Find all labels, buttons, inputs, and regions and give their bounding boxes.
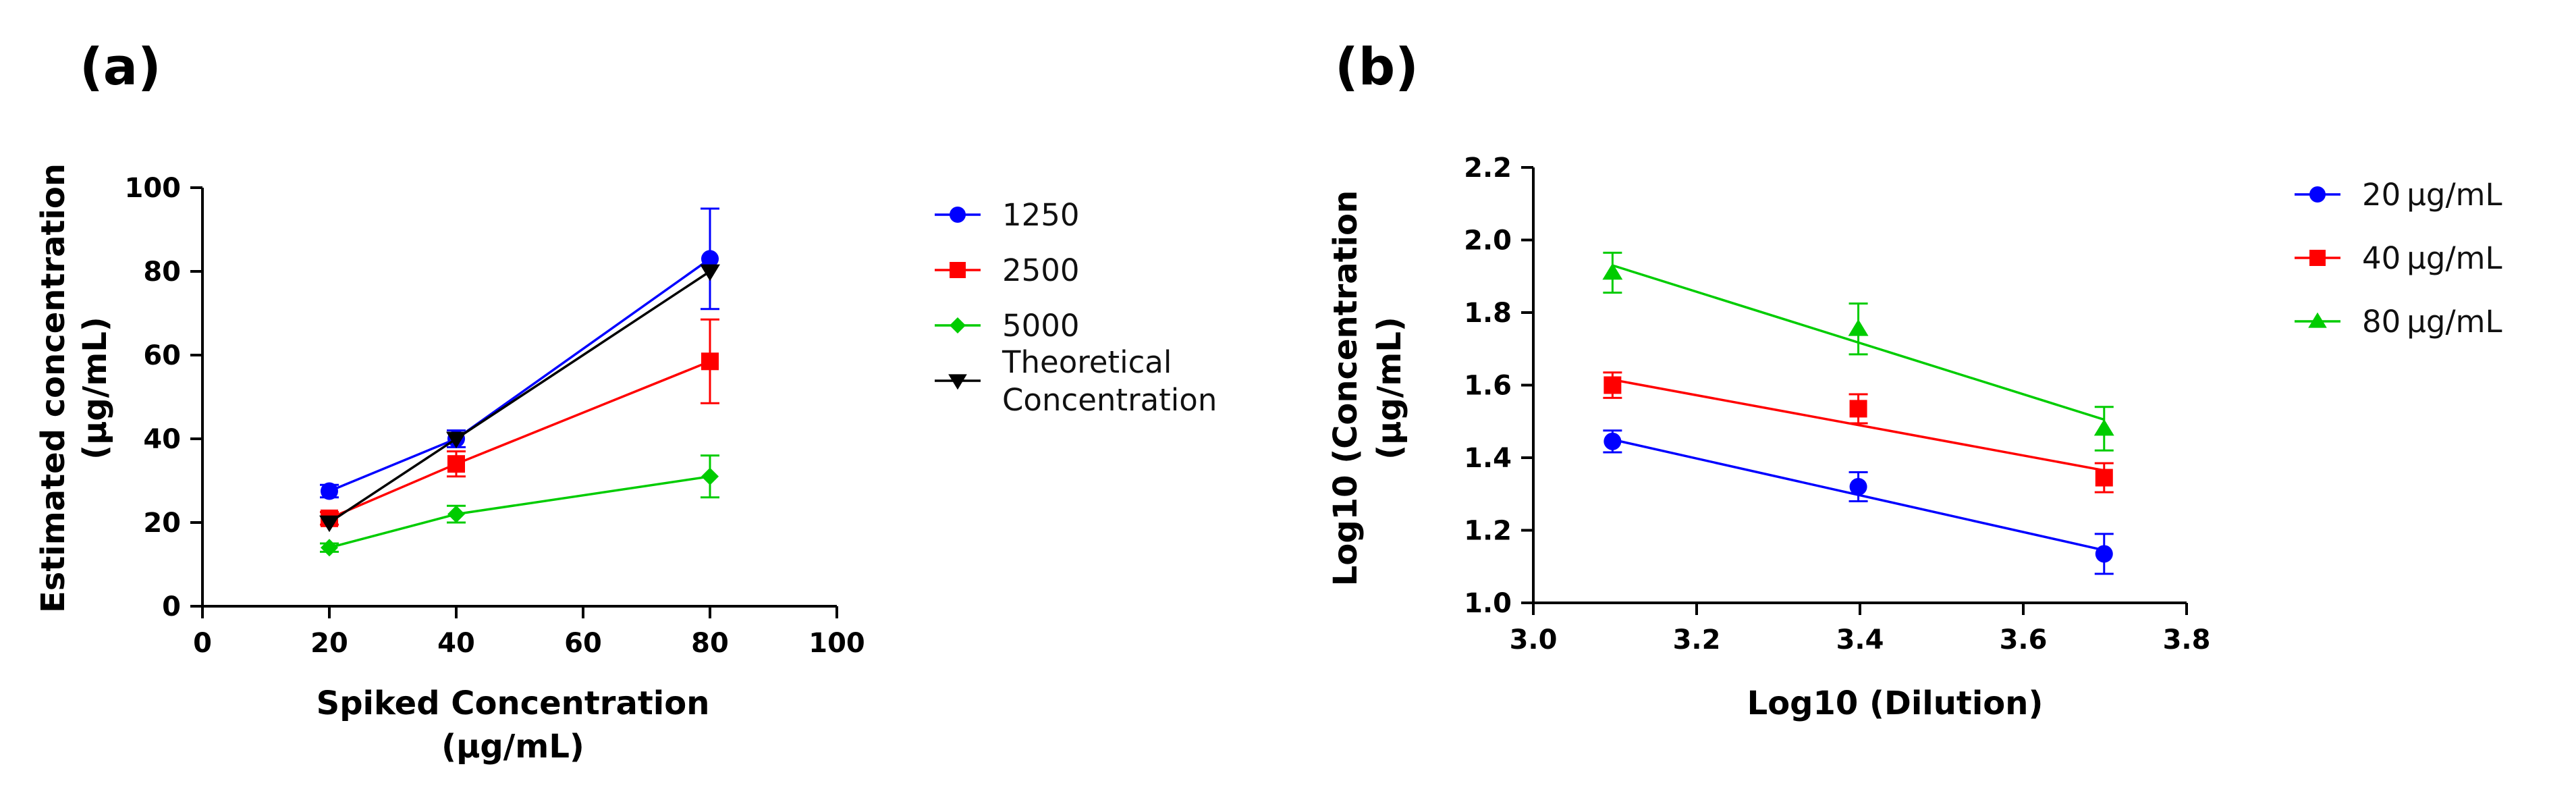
panel-a-series-line	[329, 360, 711, 520]
panel-a-x-tick-label: 0	[193, 628, 212, 659]
panel-a-legend-marker	[950, 262, 966, 278]
panel-a-data-point	[446, 431, 466, 449]
panel-a-series-0	[320, 207, 719, 500]
panel-b-legend-marker	[2308, 312, 2327, 328]
panel-b-fit-line	[1612, 378, 2105, 472]
panel-b-y-tick-label: 1.0	[1464, 588, 1512, 619]
panel-b-data-point	[1849, 478, 1867, 496]
panel-a-y-tick-label: 80	[143, 257, 181, 288]
panel-a-y-tick-label: 0	[162, 591, 181, 622]
panel-a-plot: 0 20 40 60 80 100 0 20 40 60 80 100 1250 2500 5000Theo…	[125, 173, 1217, 659]
panel-b-legend-label: 40 μg/mL	[2362, 240, 2502, 276]
panel-a-legend-label: 2500	[1002, 252, 1080, 288]
panel-a-y-tick-label: 40	[143, 424, 181, 455]
panel-b-ylabel: Log10 (Concentration	[1327, 190, 1365, 586]
panel-b-plot: 3.0 3.2 3.4 3.6 3.8 1.0 1.2 1.4 1.6 1.8 2.0 2.2 20 μ…	[1464, 153, 2502, 656]
panel-b-x-tick-label: 3.6	[2000, 624, 2048, 656]
panel-b-y-tick-label: 1.6	[1464, 371, 1512, 402]
panel-a-ylabel-unit: (μg/mL)	[76, 317, 114, 460]
panel-a-legend-label: Concentration	[1002, 382, 1217, 418]
panel-b-data-point	[1602, 263, 1623, 280]
panel-b-y-tick-label: 1.8	[1464, 298, 1512, 329]
panel-b-ylabel-unit: (μg/mL)	[1371, 317, 1408, 460]
panel-a-x-tick-label: 20	[310, 628, 348, 659]
panel-a-series-2	[320, 454, 719, 557]
panel-b-x-tick-label: 3.2	[1673, 624, 1721, 656]
panel-a-x-tick-label: 40	[437, 628, 475, 659]
panel-a-legend-marker	[950, 207, 966, 223]
panel-a-data-point	[701, 467, 719, 485]
panel-b-series-2	[1602, 251, 2114, 452]
panel-a-series-1	[320, 318, 719, 527]
panel-a-x-tick-label: 100	[809, 628, 865, 659]
panel-a-y-tick-label: 20	[143, 508, 181, 539]
panel-a-xlabel: Spiked Concentration	[317, 685, 710, 722]
panel-a-legend-label: 1250	[1002, 197, 1080, 233]
panel-b-data-point	[1604, 432, 1622, 450]
panel-b-data-point	[2095, 545, 2113, 563]
panel-b-y-tick-label: 2.0	[1464, 225, 1512, 257]
panel-a-data-point	[700, 264, 720, 282]
panel-b-x-tick-label: 3.0	[1510, 624, 1558, 656]
panel-a-ylabel: Estimated concentration	[34, 163, 72, 613]
panel-b-series-0	[1603, 429, 2114, 575]
panel-b-y-tick-label: 1.4	[1464, 443, 1512, 474]
panel-b-x-tick-label: 3.8	[2163, 624, 2211, 656]
panel-a-data-point	[701, 352, 719, 371]
panel-a-data-point	[319, 515, 339, 533]
panel-b-data-point	[1849, 400, 1867, 418]
panel-a-legend-marker	[950, 317, 966, 333]
panel-b-data-point	[2095, 469, 2113, 487]
panel-b-data-point	[2093, 419, 2114, 436]
panel-a-x-tick-label: 60	[564, 628, 602, 659]
panel-b-series-1	[1603, 371, 2114, 493]
panel-a-data-point	[321, 539, 338, 557]
panel-a-label: (a)	[80, 36, 161, 97]
panel-a-data-point	[321, 482, 338, 500]
panel-b-xlabel: Log10 (Dilution)	[1747, 685, 2044, 722]
panel-a-legend-label: Theoretical	[1002, 344, 1172, 380]
panel-a-xlabel-unit: (μg/mL)	[441, 728, 584, 766]
panel-b-y-tick-label: 1.2	[1464, 516, 1512, 547]
panel-b-x-tick-label: 3.4	[1836, 624, 1884, 656]
panel-a-legend-marker	[948, 374, 967, 390]
panel-a-legend-label: 5000	[1002, 308, 1080, 344]
panel-b-data-point	[1848, 319, 1869, 336]
panel-b-legend-marker	[2309, 186, 2326, 203]
panel-b-legend-label: 80 μg/mL	[2362, 304, 2502, 340]
panel-a-data-point	[701, 250, 719, 268]
panel-a-series-line	[329, 475, 711, 549]
panel-b-label: (b)	[1335, 36, 1419, 97]
panel-a-series-3	[319, 264, 720, 533]
panel-a-x-tick-label: 80	[691, 628, 729, 659]
panel-a-y-tick-label: 100	[125, 173, 182, 204]
panel-b-legend-label: 20 μg/mL	[2362, 177, 2502, 213]
panel-b-legend-marker	[2309, 250, 2326, 266]
panel-b-data-point	[1604, 376, 1622, 394]
panel-a-y-tick-label: 60	[143, 340, 181, 371]
panel-b-legend: 20 μg/mL 40 μg/mL 80 μg/mL	[2295, 177, 2502, 340]
panel-a-series-line	[329, 257, 711, 493]
panel-b-y-tick-label: 2.2	[1464, 153, 1512, 184]
panel-a-data-point	[447, 505, 465, 523]
panel-a-data-point	[447, 455, 465, 473]
